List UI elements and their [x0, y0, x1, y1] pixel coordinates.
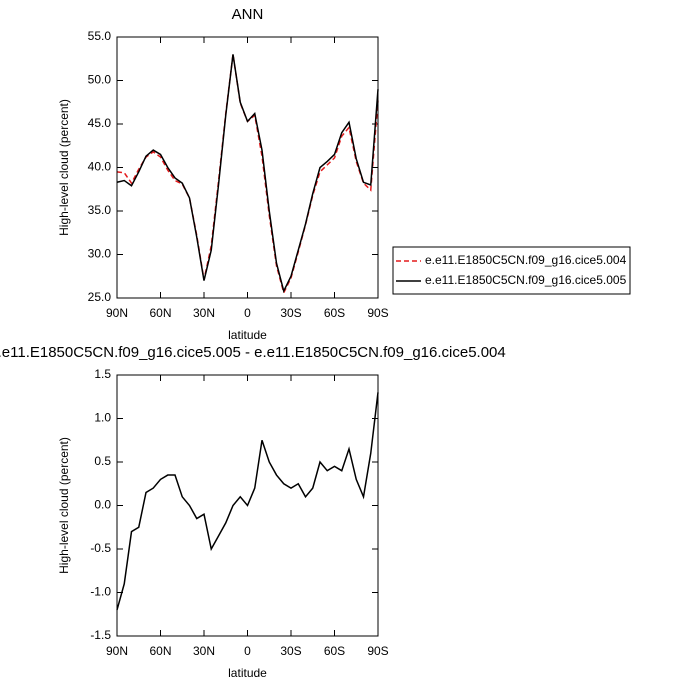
y-tick-label: -1.5 [90, 628, 111, 642]
y-tick-label: 30.0 [88, 247, 112, 261]
x-tick-label: 90S [367, 306, 388, 320]
legend-box [392, 246, 631, 295]
x-axis-label: latitude [228, 328, 267, 342]
x-tick-label: 60N [149, 306, 171, 320]
y-tick-label: 0.0 [94, 498, 111, 512]
plot-frame [116, 36, 379, 299]
y-tick-label: -0.5 [90, 541, 111, 555]
x-tick-label: 30N [193, 644, 215, 658]
chart-title: e.e11.E1850C5CN.f09_g16.cice5.005 - e.e1… [0, 344, 506, 361]
x-tick-label: 30S [280, 306, 301, 320]
x-tick-label: 0 [244, 306, 251, 320]
y-tick-label: 40.0 [88, 160, 112, 174]
x-tick-label: 90S [367, 644, 388, 658]
data-line [116, 392, 379, 611]
legend: e.e11.E1850C5CN.f09_g16.cice5.004 e.e11.E… [392, 246, 631, 295]
y-axis-label: High-level cloud (percent) [57, 99, 71, 236]
data-line [116, 54, 379, 295]
data-line [116, 54, 379, 294]
y-tick-label: 55.0 [88, 29, 112, 43]
x-tick-label: 60N [149, 644, 171, 658]
x-tick-label: 90N [106, 644, 128, 658]
y-tick-label: -1.0 [90, 585, 111, 599]
y-tick-label: 0.5 [94, 454, 111, 468]
x-tick-label: 30S [280, 644, 301, 658]
y-tick-label: 1.5 [94, 367, 111, 381]
y-tick-label: 45.0 [88, 116, 112, 130]
legend-label: e.e11.E1850C5CN.f09_g16.cice5.004 [425, 253, 627, 267]
plot-frame [116, 374, 379, 637]
y-tick-label: 1.0 [94, 411, 111, 425]
y-tick-label: 35.0 [88, 203, 112, 217]
legend-label: e.e11.E1850C5CN.f09_g16.cice5.005 [425, 273, 627, 287]
y-axis-label: High-level cloud (percent) [57, 437, 71, 574]
y-tick-label: 50.0 [88, 73, 112, 87]
chart-title: ANN [232, 6, 264, 23]
x-tick-label: 60S [324, 306, 345, 320]
x-tick-label: 60S [324, 644, 345, 658]
x-tick-label: 90N [106, 306, 128, 320]
x-tick-label: 0 [244, 644, 251, 658]
x-tick-label: 30N [193, 306, 215, 320]
y-tick-label: 25.0 [88, 290, 112, 304]
x-axis-label: latitude [228, 666, 267, 680]
